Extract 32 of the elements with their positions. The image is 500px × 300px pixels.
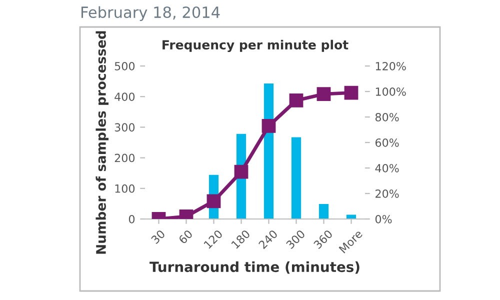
y2-tick-label: 120% bbox=[376, 62, 406, 70]
point bbox=[344, 86, 358, 100]
point bbox=[316, 87, 331, 101]
bar bbox=[346, 214, 356, 219]
x-tick-label: 240 bbox=[258, 229, 278, 250]
x-tick-label: 60 bbox=[178, 229, 194, 244]
y-tick-label: 400 bbox=[114, 92, 135, 101]
y2-tick-label: 60% bbox=[376, 138, 399, 147]
y2-tick-label: 0% bbox=[375, 214, 392, 224]
text: February 18, 2014 bbox=[82, 6, 220, 21]
y-axis-title: Number of samples processed bbox=[96, 31, 109, 254]
y-tick-label: 300 bbox=[114, 123, 135, 132]
x-tick-label: 300 bbox=[286, 229, 306, 250]
y2-tick-label: 40% bbox=[375, 164, 399, 172]
x-tick-label: 360 bbox=[313, 229, 334, 250]
y2-tick-label: 100% bbox=[376, 87, 406, 96]
x-tick-label: 30 bbox=[150, 229, 166, 244]
bar bbox=[291, 137, 302, 219]
y2-tick-label: 80% bbox=[375, 112, 399, 122]
x-axis-title: Turnaround time (minutes) bbox=[150, 261, 360, 274]
y2-tick-label: 20% bbox=[376, 189, 399, 198]
y-tick-label: 100 bbox=[115, 184, 135, 193]
y-tick-label: 200 bbox=[114, 154, 135, 162]
x-tick-label: 120 bbox=[203, 229, 224, 249]
bar bbox=[318, 204, 329, 219]
x-tick-label: 180 bbox=[230, 229, 251, 249]
y-tick-label: 500 bbox=[114, 62, 135, 70]
point bbox=[289, 93, 304, 108]
y-tick-label: 0 bbox=[128, 214, 135, 224]
point bbox=[262, 118, 276, 133]
point bbox=[234, 164, 248, 179]
chart-title: Frequency per minute plot bbox=[162, 40, 348, 52]
